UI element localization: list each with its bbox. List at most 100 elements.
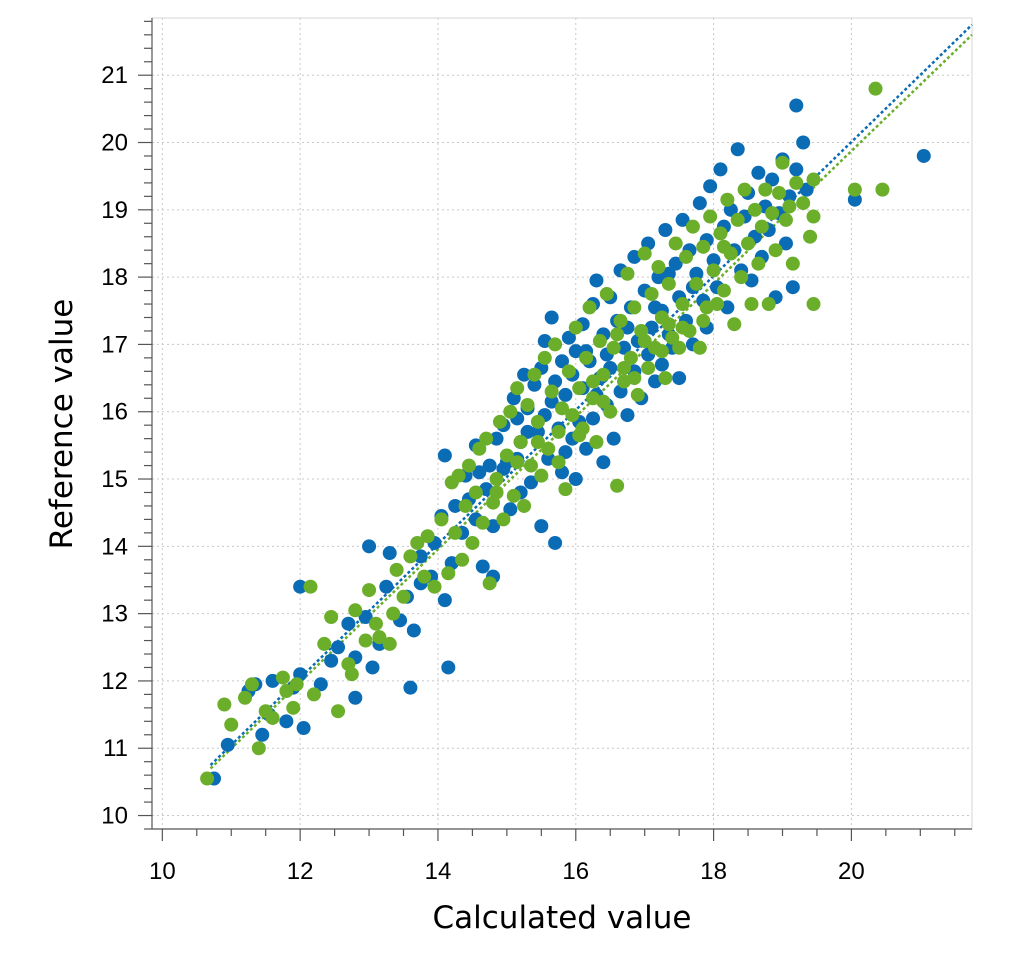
data-point-series-2 bbox=[510, 455, 525, 470]
data-point-series-2 bbox=[455, 552, 470, 567]
y-tick-label: 14 bbox=[101, 533, 128, 560]
data-point-series-2 bbox=[775, 155, 790, 170]
data-point-series-2 bbox=[644, 286, 659, 301]
data-point-series-1 bbox=[661, 266, 676, 281]
data-point-series-1 bbox=[751, 165, 766, 180]
y-tick-label: 12 bbox=[101, 668, 128, 695]
x-tick-label: 12 bbox=[287, 858, 314, 885]
data-point-series-2 bbox=[303, 579, 318, 594]
data-point-series-1 bbox=[475, 559, 490, 574]
data-point-series-2 bbox=[741, 236, 756, 251]
data-point-series-2 bbox=[530, 414, 545, 429]
data-point-series-2 bbox=[679, 249, 694, 264]
data-point-series-1 bbox=[503, 502, 518, 517]
data-point-series-2 bbox=[275, 670, 290, 685]
data-point-series-2 bbox=[317, 636, 332, 651]
data-point-series-2 bbox=[592, 334, 607, 349]
data-point-series-2 bbox=[727, 317, 742, 332]
data-point-series-2 bbox=[530, 435, 545, 450]
data-point-series-2 bbox=[527, 367, 542, 382]
data-point-series-1 bbox=[482, 458, 497, 473]
data-point-series-2 bbox=[875, 182, 890, 197]
data-point-series-2 bbox=[747, 202, 762, 217]
y-tick-label: 16 bbox=[101, 399, 128, 426]
data-point-series-2 bbox=[517, 498, 532, 513]
data-point-series-2 bbox=[289, 677, 304, 692]
y-tick-label: 15 bbox=[101, 466, 128, 493]
data-point-series-1 bbox=[379, 579, 394, 594]
data-point-series-2 bbox=[751, 256, 766, 271]
data-point-series-2 bbox=[555, 401, 569, 416]
data-point-series-2 bbox=[492, 414, 507, 429]
x-tick-label: 14 bbox=[425, 858, 452, 885]
data-point-series-2 bbox=[806, 172, 821, 187]
data-point-series-1 bbox=[341, 616, 356, 631]
data-point-series-1 bbox=[796, 135, 811, 150]
data-point-series-2 bbox=[758, 182, 773, 197]
data-point-series-2 bbox=[627, 300, 642, 315]
data-point-series-2 bbox=[768, 243, 783, 258]
data-point-series-1 bbox=[527, 377, 542, 392]
data-point-series-1 bbox=[654, 357, 669, 372]
y-tick-label: 10 bbox=[101, 803, 128, 830]
data-point-series-2 bbox=[796, 196, 811, 211]
data-point-series-2 bbox=[789, 175, 804, 190]
data-point-series-2 bbox=[778, 212, 793, 227]
x-tick-label: 10 bbox=[149, 858, 176, 885]
data-point-series-2 bbox=[324, 609, 339, 624]
data-point-series-1 bbox=[596, 455, 611, 470]
data-point-series-1 bbox=[689, 266, 704, 281]
data-point-series-1 bbox=[406, 623, 421, 638]
data-point-series-1 bbox=[558, 387, 573, 402]
data-point-series-1 bbox=[437, 448, 452, 463]
data-point-series-2 bbox=[458, 498, 473, 513]
data-point-series-1 bbox=[730, 142, 745, 157]
data-point-series-2 bbox=[744, 297, 759, 312]
data-point-series-2 bbox=[703, 209, 718, 224]
data-point-series-2 bbox=[472, 441, 487, 456]
data-point-series-2 bbox=[306, 687, 321, 702]
data-point-series-2 bbox=[654, 344, 669, 359]
data-point-series-2 bbox=[782, 199, 797, 214]
y-tick-label: 21 bbox=[101, 62, 128, 89]
data-point-series-1 bbox=[568, 344, 583, 359]
data-point-series-2 bbox=[692, 340, 707, 355]
data-point-series-2 bbox=[754, 219, 769, 234]
data-point-series-1 bbox=[520, 424, 535, 439]
data-point-series-2 bbox=[386, 606, 401, 621]
data-point-series-2 bbox=[627, 371, 642, 386]
data-point-series-1 bbox=[789, 98, 804, 113]
data-point-series-1 bbox=[523, 475, 538, 490]
data-point-series-2 bbox=[279, 684, 294, 699]
data-point-series-2 bbox=[565, 408, 580, 423]
data-point-series-2 bbox=[610, 478, 625, 493]
data-point-series-2 bbox=[348, 603, 363, 618]
data-point-series-1 bbox=[331, 640, 346, 655]
data-point-series-1 bbox=[692, 196, 707, 211]
data-point-series-2 bbox=[668, 236, 683, 251]
data-point-series-2 bbox=[224, 717, 239, 732]
data-point-series-2 bbox=[558, 482, 573, 497]
data-point-series-1 bbox=[789, 162, 804, 177]
data-point-series-1 bbox=[668, 256, 683, 271]
y-tick-label: 20 bbox=[101, 130, 128, 157]
data-point-series-1 bbox=[517, 367, 532, 382]
data-point-series-2 bbox=[658, 371, 673, 386]
data-point-series-1 bbox=[348, 690, 363, 705]
data-point-series-1 bbox=[472, 465, 487, 480]
data-point-series-2 bbox=[561, 364, 576, 379]
data-point-series-2 bbox=[479, 431, 494, 446]
data-point-series-2 bbox=[389, 562, 404, 577]
data-point-series-2 bbox=[537, 350, 552, 365]
data-point-series-1 bbox=[544, 394, 559, 409]
data-point-series-1 bbox=[558, 445, 573, 460]
data-point-series-2 bbox=[572, 428, 587, 443]
data-point-series-2 bbox=[362, 583, 377, 598]
y-tick-label: 11 bbox=[103, 735, 128, 762]
data-point-series-2 bbox=[689, 276, 704, 291]
data-point-series-2 bbox=[720, 192, 735, 207]
data-point-series-1 bbox=[778, 236, 793, 251]
data-point-series-1 bbox=[413, 549, 428, 564]
data-point-series-1 bbox=[713, 162, 728, 177]
